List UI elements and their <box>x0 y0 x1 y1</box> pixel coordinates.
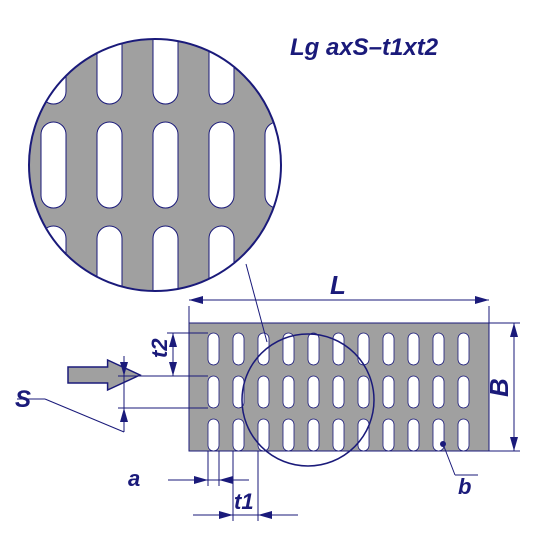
magnifier-slot <box>209 18 234 104</box>
magnifier-slot <box>265 18 290 104</box>
sheet-slot <box>333 376 344 408</box>
dim-label-b: b <box>458 474 471 499</box>
magnifier-slot <box>97 18 122 104</box>
dim-label-t2: t2 <box>147 338 172 358</box>
sheet-slot <box>258 376 269 408</box>
sheet-slot <box>458 419 469 451</box>
magnifier-slot <box>153 226 178 312</box>
sheet-slot <box>458 376 469 408</box>
sheet-slot <box>383 376 394 408</box>
sheet-slot <box>383 333 394 365</box>
sheet-slot <box>283 419 294 451</box>
sheet-slot <box>333 333 344 365</box>
magnifier-slot <box>97 122 122 208</box>
magnifier-view <box>24 18 290 312</box>
dim-label-L: L <box>330 270 346 300</box>
magnifier-slot <box>153 18 178 104</box>
sheet-slot <box>383 419 394 451</box>
sheet-slot <box>358 333 369 365</box>
sheet-slot <box>258 333 269 365</box>
sheet-slot <box>208 419 219 451</box>
sheet-slot <box>358 376 369 408</box>
dim-label-t1: t1 <box>234 489 254 514</box>
magnifier-slot <box>209 226 234 312</box>
sheet-slot <box>408 333 419 365</box>
sheet-slot <box>308 376 319 408</box>
dim-label-S: S <box>15 386 31 413</box>
sheet-slot <box>433 333 444 365</box>
sheet-slot <box>283 376 294 408</box>
dim-label-a: a <box>128 466 140 491</box>
magnifier-slot <box>41 122 66 208</box>
sheet-slot <box>233 333 244 365</box>
magnifier-slot <box>97 226 122 312</box>
sheet-slot <box>458 333 469 365</box>
magnifier-slot <box>265 226 290 312</box>
sheet-slot <box>233 419 244 451</box>
sheet-slot <box>408 419 419 451</box>
sheet-slot <box>433 376 444 408</box>
direction-arrow <box>68 360 140 390</box>
sheet-slot <box>308 333 319 365</box>
magnifier-slot <box>209 122 234 208</box>
formula-title: Lg axS–t1xt2 <box>290 34 439 61</box>
sheet-slot <box>408 376 419 408</box>
dim-label-B: B <box>484 378 514 397</box>
sheet-slot <box>308 419 319 451</box>
magnifier-slot <box>153 122 178 208</box>
sheet-slot <box>208 333 219 365</box>
sheet-slot <box>258 419 269 451</box>
sheet-slot <box>333 419 344 451</box>
sheet-slot <box>208 376 219 408</box>
